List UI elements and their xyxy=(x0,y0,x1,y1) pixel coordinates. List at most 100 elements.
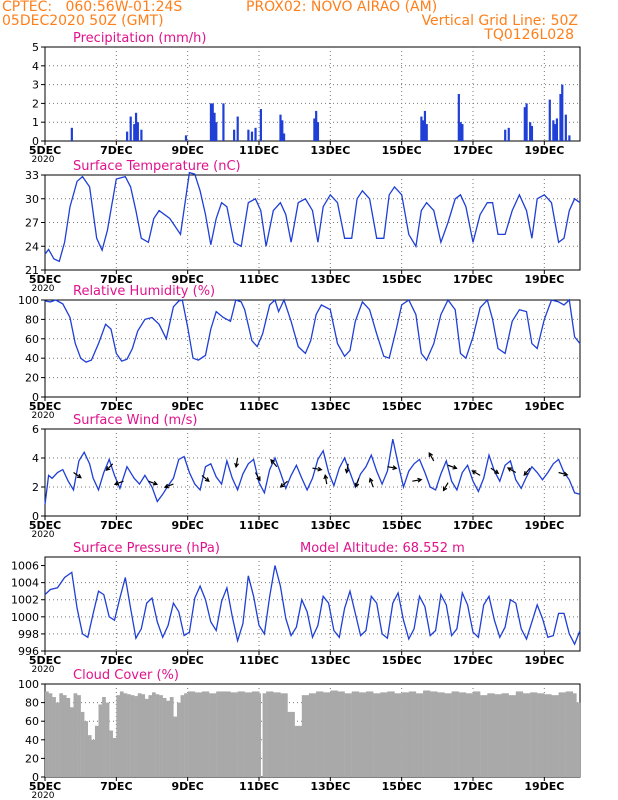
cloud-bar xyxy=(87,735,92,777)
cloud-bar xyxy=(91,739,96,777)
cloud-bar xyxy=(423,690,431,777)
cloud-bar xyxy=(52,697,56,777)
y-tick-label: 21 xyxy=(25,264,39,277)
wind-arrow xyxy=(254,472,261,481)
wind-arrow xyxy=(472,470,481,476)
cloud-bar xyxy=(116,695,121,777)
cloud-bar xyxy=(134,696,138,777)
y-tick-label: 80 xyxy=(25,313,39,326)
cloud-bar xyxy=(94,725,99,777)
precip-bar xyxy=(250,131,254,141)
x-tick-label: 7DEC xyxy=(100,519,132,532)
y-tick-label: 100 xyxy=(18,678,39,691)
wind-arrow-head xyxy=(105,466,111,472)
wind-arrow xyxy=(105,463,114,471)
cloud-bar xyxy=(102,697,106,777)
cloud-bar xyxy=(223,691,231,777)
y-tick-label: 1006 xyxy=(11,560,39,573)
y-tick-label: 60 xyxy=(25,715,39,728)
precip-bar xyxy=(126,131,129,141)
cloud-bar xyxy=(155,694,160,777)
y-tick-label: 80 xyxy=(25,697,39,710)
y-tick-label: 0 xyxy=(32,510,39,523)
x-tick-label: 17DEC xyxy=(453,780,493,793)
y-tick-label: 998 xyxy=(18,628,39,641)
x-tick-label: 13DEC xyxy=(310,654,350,667)
panel-6: 0 20 40 60 80 100 5DEC 7DEC 9DEC 11DEC 13DEC 15DEC 1… xyxy=(18,668,581,800)
x-tick-label: 15DEC xyxy=(382,654,422,667)
header-line2-right: Vertical Grid Line: 50Z xyxy=(421,13,578,29)
precip-bar xyxy=(279,114,282,141)
precip-bar xyxy=(315,110,318,141)
cloud-bar xyxy=(294,725,302,777)
x-tick-label: 13DEC xyxy=(310,144,350,157)
wind-arrow-head xyxy=(494,469,500,475)
precip-bar xyxy=(316,122,320,141)
precip-bar xyxy=(129,116,132,141)
series-line xyxy=(44,171,581,263)
cloud-bar xyxy=(251,691,260,777)
y-tick-label: 5 xyxy=(32,41,39,54)
wind-arrow xyxy=(164,483,174,488)
x-tick-label: 15DEC xyxy=(382,400,422,413)
cloud-bar xyxy=(473,691,481,777)
y-tick-label: 1002 xyxy=(11,594,39,607)
x-tick-label: 5DEC xyxy=(29,400,61,413)
x-tick-label: 19DEC xyxy=(524,654,564,667)
x-tick-label: 9DEC xyxy=(171,144,203,157)
x-tick-label: 7DEC xyxy=(100,780,132,793)
wind-arrow-head xyxy=(317,466,323,472)
x-tick-label: 19DEC xyxy=(524,400,564,413)
x-tick-label: 13DEC xyxy=(310,519,350,532)
precip-bar xyxy=(222,103,225,141)
x-tick-label: 9DEC xyxy=(171,780,203,793)
cloud-bar xyxy=(237,691,245,777)
precip-bar xyxy=(215,122,218,141)
cloud-bar xyxy=(55,702,60,777)
cloud-bar xyxy=(530,692,538,777)
y-tick-label: 2 xyxy=(32,97,39,110)
wind-arrow xyxy=(312,467,322,471)
cloud-bar xyxy=(73,693,78,777)
year-label: 2020 xyxy=(32,530,55,540)
precip-bar xyxy=(247,129,250,141)
cloud-bar xyxy=(166,700,171,777)
year-label: 2020 xyxy=(32,411,55,421)
y-tick-label: 30 xyxy=(25,193,39,206)
cloud-bar xyxy=(98,704,103,777)
cloud-bar xyxy=(387,691,395,777)
precip-bar xyxy=(507,127,510,141)
precip-bar xyxy=(459,122,462,141)
y-tick-label: 60 xyxy=(25,333,39,346)
wind-arrow xyxy=(447,464,457,469)
cloud-bar xyxy=(358,692,367,777)
cloud-bar xyxy=(180,695,185,777)
y-tick-label: 1 xyxy=(32,116,39,129)
wind-arrow-head xyxy=(417,477,423,483)
wind-arrow-head xyxy=(76,473,82,479)
year-label: 2020 xyxy=(32,665,55,675)
cloud-bar xyxy=(572,693,577,777)
cloud-bar xyxy=(216,691,224,777)
x-tick-label: 19DEC xyxy=(524,519,564,532)
cloud-bar xyxy=(551,695,559,777)
panel-frame xyxy=(44,46,581,142)
wind-arrow-head xyxy=(323,474,329,480)
cloud-bar xyxy=(187,691,195,777)
wind-arrow-head xyxy=(392,465,398,471)
panel-frame xyxy=(44,299,581,398)
x-tick-label: 7DEC xyxy=(100,144,132,157)
x-tick-label: 7DEC xyxy=(100,273,132,286)
cloud-bar xyxy=(558,692,566,777)
wind-arrow-head xyxy=(234,462,240,469)
x-tick-label: 9DEC xyxy=(171,654,203,667)
x-tick-label: 5DEC xyxy=(29,780,61,793)
wind-arrow-head xyxy=(256,476,261,482)
cloud-bar xyxy=(330,690,338,777)
precip-bar xyxy=(184,135,188,141)
cloud-bar xyxy=(437,692,445,777)
cloud-bar xyxy=(308,693,317,777)
x-tick-label: 15DEC xyxy=(382,144,422,157)
panel-title: Surface Temperature (nC) xyxy=(73,159,241,174)
